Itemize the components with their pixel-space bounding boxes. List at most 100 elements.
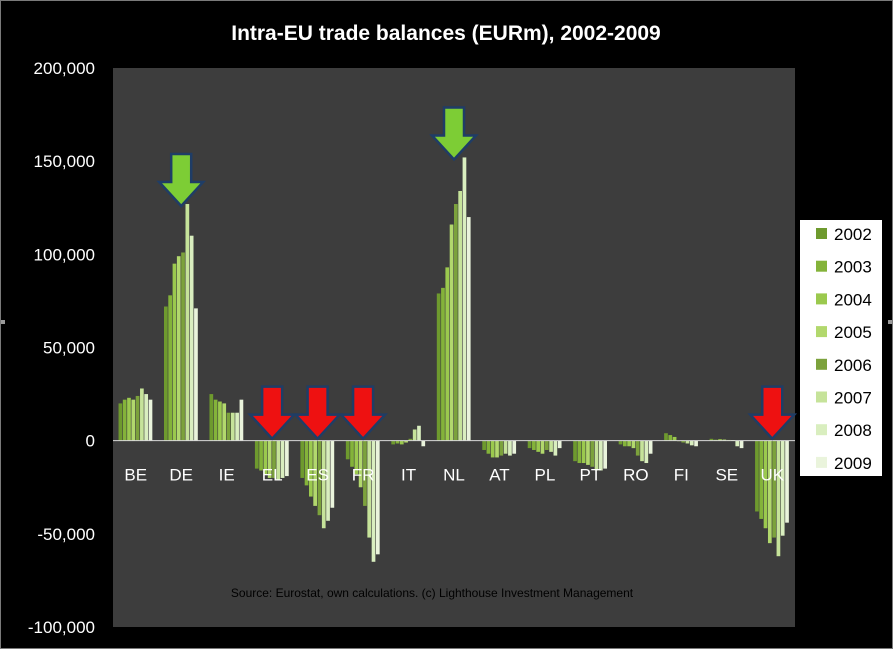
bar xyxy=(272,440,276,478)
bar xyxy=(267,440,272,478)
legend: 2002 2003 2004 2005 2006 2007 2008 2009 xyxy=(816,225,872,473)
x-tick-label: RO xyxy=(623,466,649,485)
bar xyxy=(168,295,172,441)
bar xyxy=(532,440,536,450)
bar xyxy=(239,399,244,441)
bar xyxy=(672,436,677,441)
bar xyxy=(780,440,785,536)
legend-swatch xyxy=(816,424,827,436)
y-tick-label: 50,000 xyxy=(43,339,95,358)
bar xyxy=(759,440,764,519)
bar xyxy=(458,190,462,441)
bar xyxy=(304,440,309,486)
bar xyxy=(354,440,359,475)
bar xyxy=(213,399,218,441)
bar xyxy=(218,401,222,441)
x-tick-label: PL xyxy=(535,466,556,485)
bar xyxy=(317,440,322,516)
bar xyxy=(631,440,636,449)
bar xyxy=(363,440,367,506)
bar xyxy=(722,439,727,441)
resize-handle-right[interactable] xyxy=(888,320,892,324)
legend-label: 2008 xyxy=(834,421,872,440)
bar xyxy=(417,425,421,441)
bar xyxy=(718,439,722,441)
bar xyxy=(259,440,263,471)
bar xyxy=(512,440,517,454)
legend-swatch xyxy=(816,391,827,403)
x-tick-label: FR xyxy=(352,466,375,485)
bar xyxy=(176,256,181,441)
source-note: Source: Eurostat, own calculations. (c) … xyxy=(231,586,634,600)
bar xyxy=(235,412,239,441)
bar xyxy=(164,306,168,441)
resize-handle-left[interactable] xyxy=(1,320,5,324)
legend-label: 2009 xyxy=(834,454,872,473)
down-arrow-uk xyxy=(747,385,798,441)
down-arrow-fr xyxy=(338,385,388,441)
bar xyxy=(668,435,673,441)
bar xyxy=(549,440,553,452)
bar xyxy=(449,224,454,441)
bar xyxy=(544,440,549,450)
legend-swatch xyxy=(816,228,827,239)
bar xyxy=(441,287,445,441)
bar xyxy=(194,308,198,441)
bar xyxy=(767,440,772,544)
bar xyxy=(557,440,562,449)
bar xyxy=(776,440,781,557)
x-tick-label: NL xyxy=(443,466,465,485)
y-tick-label: 100,000 xyxy=(34,245,95,264)
bar xyxy=(445,267,450,441)
bar xyxy=(185,204,190,441)
bar xyxy=(371,440,376,562)
bar xyxy=(280,440,285,478)
bar xyxy=(454,204,458,441)
bar xyxy=(573,440,577,462)
bar xyxy=(640,440,644,462)
bar xyxy=(694,440,698,447)
bar xyxy=(350,440,354,467)
bar xyxy=(226,412,231,441)
bar xyxy=(709,438,714,441)
x-tick-label: SE xyxy=(715,466,738,485)
bar xyxy=(486,440,491,454)
bar xyxy=(118,403,123,441)
down-arrow-el xyxy=(247,385,297,441)
x-tick-label: ES xyxy=(306,466,329,485)
bar xyxy=(622,440,627,447)
x-tick-label: PT xyxy=(580,466,602,485)
bar xyxy=(276,440,281,480)
bar xyxy=(127,397,131,441)
y-tick-label: -50,000 xyxy=(37,525,95,544)
legend-label: 2002 xyxy=(834,225,872,244)
bar xyxy=(581,440,586,464)
bar xyxy=(404,440,408,443)
down-arrow-es xyxy=(292,385,343,441)
bar xyxy=(540,440,545,454)
bar xyxy=(664,433,668,441)
bar xyxy=(499,440,504,456)
bar xyxy=(685,440,690,444)
bar xyxy=(599,440,603,471)
bar xyxy=(508,440,512,456)
y-tick-label: 200,000 xyxy=(34,59,95,78)
bar xyxy=(627,440,631,447)
bar xyxy=(421,440,426,447)
bar xyxy=(490,440,495,458)
bar xyxy=(395,440,400,444)
x-tick-label: BE xyxy=(124,466,147,485)
bar xyxy=(321,440,326,529)
bar xyxy=(391,440,396,445)
bar xyxy=(309,440,313,497)
bar-group xyxy=(118,157,789,562)
bar xyxy=(735,440,740,447)
legend-label: 2003 xyxy=(834,258,872,277)
bar xyxy=(148,399,153,441)
legend-swatch xyxy=(816,293,827,305)
y-tick-label: 150,000 xyxy=(34,152,95,171)
y-axis: -100,000 -50,000 0 50,000 100,000 150,000 200,… xyxy=(28,59,95,637)
bar xyxy=(590,440,595,467)
x-tick-label: IE xyxy=(219,466,235,485)
